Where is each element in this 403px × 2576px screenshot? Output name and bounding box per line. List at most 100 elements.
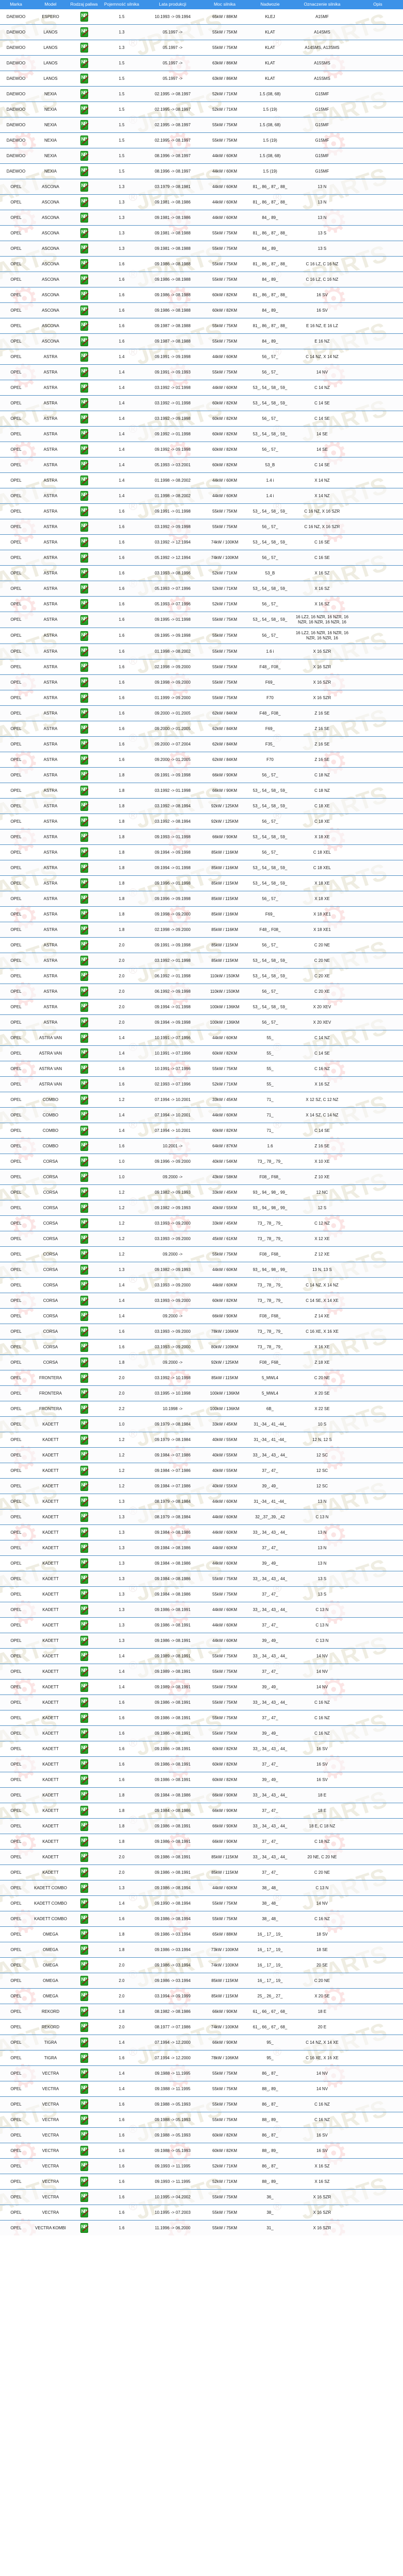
table-row[interactable]: OPEL ASTRA NB 1.6 09.2000 -> 01.2005 62kW / 8… bbox=[0, 721, 403, 737]
table-row[interactable]: OPEL ASTRA NB 1.6 09.2000 -> 07.2004 62kW / 8… bbox=[0, 736, 403, 752]
table-row[interactable]: OPEL CORSA NB 1.6 03.1993 -> 09.2000 78kW / 1… bbox=[0, 1324, 403, 1340]
table-row[interactable]: OPEL ASCONA NB 1.6 09.1986 -> 08.1988 55kW / … bbox=[0, 256, 403, 272]
table-row[interactable]: OPEL KADETT NB 2.0 09.1986 -> 08.1991 85kW / … bbox=[0, 1849, 403, 1865]
table-row[interactable]: OPEL VECTRA NB 1.4 09.1988 -> 11.1995 55kW / … bbox=[0, 2065, 403, 2081]
table-row[interactable]: OPEL ASTRA NB 1.4 01.1998 -> 08.2002 44kW / 6… bbox=[0, 488, 403, 504]
table-row[interactable]: OPEL ASTRA NB 1.6 03.1993 -> 08.1996 52kW / 7… bbox=[0, 565, 403, 581]
column-header-engine-capacity[interactable]: Pojemność silnika bbox=[99, 0, 144, 10]
table-row[interactable]: OPEL ASTRA NB 1.4 05.1993 -> 03.2001 60kW / 8… bbox=[0, 457, 403, 473]
table-row[interactable]: OPEL ASTRA NB 2.0 06.1992 -> 09.1998 110kW / … bbox=[0, 984, 403, 999]
table-row[interactable]: OPEL FRONTERA NB 2.0 03.1992 -> 10.1998 85kW … bbox=[0, 1370, 403, 1386]
table-row[interactable]: OPEL ASCONA NB 1.3 09.1981 -> 08.1986 44kW / … bbox=[0, 210, 403, 226]
table-row[interactable]: OPEL ASTRA NB 1.6 01.1999 -> 09.2000 55kW / 7… bbox=[0, 690, 403, 706]
table-row[interactable]: OPEL CORSA NB 1.4 03.1993 -> 09.2000 60kW / 8… bbox=[0, 1293, 403, 1309]
table-row[interactable]: OPEL CORSA NB 1.2 09.1982 -> 09.1993 33kW / 4… bbox=[0, 1184, 403, 1200]
table-row[interactable]: OPEL KADETT NB 1.2 09.1984 -> 07.1986 40kW / … bbox=[0, 1447, 403, 1463]
table-row[interactable]: OPEL ASTRA NB 1.8 03.1992 -> 08.1994 92kW / 1… bbox=[0, 798, 403, 814]
table-row[interactable]: DAEWOO NEXIA NB 1.5 08.1996 -> 08.1997 44kW /… bbox=[0, 163, 403, 179]
table-row[interactable]: OPEL TIGRA NB 1.6 07.1994 -> 12.2000 78kW / 1… bbox=[0, 2050, 403, 2066]
table-row[interactable]: OPEL ASCONA NB 1.3 09.1981 -> 08.1988 55kW / … bbox=[0, 225, 403, 241]
table-row[interactable]: OPEL KADETT NB 1.3 09.1984 -> 08.1986 55kW / … bbox=[0, 1571, 403, 1587]
table-row[interactable]: OPEL CORSA NB 1.4 09.2000 -> 66kW / 90KM F08_,… bbox=[0, 1308, 403, 1324]
table-row[interactable]: OPEL CORSA NB 1.2 09.1982 -> 09.1993 40kW / 5… bbox=[0, 1200, 403, 1216]
table-row[interactable]: OPEL KADETT NB 1.3 09.1984 -> 08.1986 55kW / … bbox=[0, 1586, 403, 1602]
table-row[interactable]: OPEL CORSA NB 1.8 09.2000 -> 92kW / 125KM F08_… bbox=[0, 1354, 403, 1370]
table-row[interactable]: OPEL ASTRA NB 2.0 09.1991 -> 09.1998 85kW / 1… bbox=[0, 937, 403, 953]
table-row[interactable]: OPEL ASTRA NB 1.6 09.1991 -> 01.1998 55kW / 7… bbox=[0, 503, 403, 519]
table-row[interactable]: OPEL ASTRA NB 1.4 01.1998 -> 08.2002 44kW / 6… bbox=[0, 472, 403, 488]
table-row[interactable]: OPEL ASTRA NB 1.8 09.1994 -> 01.1998 85kW / 1… bbox=[0, 860, 403, 876]
table-row[interactable]: OPEL VECTRA NB 1.6 09.1993 -> 11.1995 52kW / … bbox=[0, 2174, 403, 2190]
table-row[interactable]: OPEL COMBO NB 1.6 10.2001 -> 64kW / 87KM 1.6 Z … bbox=[0, 1138, 403, 1154]
table-row[interactable]: OPEL ASTRA NB 1.8 09.1991 -> 09.1998 66kW / 9… bbox=[0, 767, 403, 783]
column-header-production-years[interactable]: Lata produkcji bbox=[144, 0, 201, 10]
table-row[interactable]: OPEL KADETT NB 1.2 09.1984 -> 07.1986 40kW / … bbox=[0, 1463, 403, 1479]
table-row[interactable]: OPEL ASCONA NB 1.6 09.1986 -> 08.1988 60kW / … bbox=[0, 302, 403, 318]
table-row[interactable]: OPEL CORSA NB 1.2 03.1993 -> 09.2000 45kW / 6… bbox=[0, 1231, 403, 1247]
column-header-engine-power[interactable]: Moc silnika bbox=[201, 0, 248, 10]
table-row[interactable]: OPEL KADETT NB 1.6 09.1986 -> 08.1991 60kW / … bbox=[0, 1756, 403, 1772]
column-header-model[interactable]: Model bbox=[32, 0, 69, 10]
column-header-engine-code[interactable]: Oznaczenie silnika bbox=[292, 0, 352, 10]
table-row[interactable]: OPEL FRONTERA NB 2.2 10.1998 -> 100kW / 136KM… bbox=[0, 1401, 403, 1417]
table-row[interactable]: OPEL KADETT NB 1.8 09.1984 -> 08.1986 66kW / … bbox=[0, 1803, 403, 1819]
table-row[interactable]: OPEL ASCONA NB 1.6 09.1987 -> 08.1988 55kW / … bbox=[0, 333, 403, 349]
table-row[interactable]: OPEL ASTRA NB 1.8 03.1992 -> 08.1994 92kW / 1… bbox=[0, 814, 403, 829]
table-row[interactable]: OPEL OMEGA NB 2.0 09.1986 -> 03.1994 85kW / 1… bbox=[0, 1973, 403, 1989]
table-row[interactable]: OPEL CORSA NB 1.0 09.1996 -> 09.2000 40kW / 5… bbox=[0, 1154, 403, 1170]
table-row[interactable]: DAEWOO LANOS NB 1.3 05.1997 -> 55kW / 75KM KLA… bbox=[0, 40, 403, 56]
table-row[interactable]: OPEL KADETT NB 1.3 08.1979 -> 08.1984 44kW / … bbox=[0, 1494, 403, 1510]
table-row[interactable]: OPEL KADETT NB 1.3 09.1984 -> 08.1986 44kW / … bbox=[0, 1524, 403, 1540]
table-row[interactable]: OPEL VECTRA NB 1.6 10.1995 -> 07.2003 55kW / … bbox=[0, 2205, 403, 2221]
table-row[interactable]: DAEWOO LANOS NB 1.3 05.1997 -> 55kW / 75KM KLA… bbox=[0, 24, 403, 40]
table-row[interactable]: OPEL ASTRA NB 1.8 09.1996 -> 09.1998 85kW / 1… bbox=[0, 891, 403, 907]
table-row[interactable]: OPEL TIGRA NB 1.4 07.1994 -> 12.2000 66kW / 9… bbox=[0, 2035, 403, 2050]
table-row[interactable]: OPEL OMEGA NB 1.8 09.1986 -> 03.1994 73kW / 1… bbox=[0, 1942, 403, 1958]
table-row[interactable]: DAEWOO NEXIA NB 1.5 02.1995 -> 08.1997 55kW /… bbox=[0, 132, 403, 148]
table-row[interactable]: OPEL VECTRA NB 1.4 09.1988 -> 11.1995 55kW / … bbox=[0, 2081, 403, 2097]
table-row[interactable]: OPEL ASTRA NB 1.6 05.1993 -> 07.1996 52kW / 7… bbox=[0, 596, 403, 612]
table-row[interactable]: OPEL KADETT NB 1.8 09.1986 -> 08.1991 66kW / … bbox=[0, 1818, 403, 1834]
table-row[interactable]: OPEL ASTRA NB 1.8 09.1998 -> 09.2000 85kW / 1… bbox=[0, 906, 403, 922]
table-row[interactable]: OPEL ASTRA NB 1.6 03.1992 -> 12.1994 74kW / 1… bbox=[0, 534, 403, 550]
table-row[interactable]: OPEL KADETT NB 1.2 09.1984 -> 07.1986 40kW / … bbox=[0, 1478, 403, 1494]
table-row[interactable]: OPEL ASTRA NB 1.6 02.1998 -> 09.2000 55kW / 7… bbox=[0, 659, 403, 675]
table-row[interactable]: OPEL CORSA NB 1.2 09.2000 -> 55kW / 75KM F08_,… bbox=[0, 1246, 403, 1262]
table-row[interactable]: OPEL ASCONA NB 1.6 09.1986 -> 08.1988 60kW / … bbox=[0, 287, 403, 303]
table-row[interactable]: OPEL KADETT NB 1.6 09.1986 -> 08.1991 55kW / … bbox=[0, 1694, 403, 1710]
table-row[interactable]: OPEL ASTRA NB 1.4 09.1991 -> 09.1998 44kW / 6… bbox=[0, 349, 403, 365]
table-row[interactable]: OPEL ASCONA NB 1.6 09.1987 -> 08.1988 55kW / … bbox=[0, 318, 403, 334]
table-row[interactable]: OPEL CORSA NB 1.4 03.1993 -> 09.2000 44kW / 6… bbox=[0, 1277, 403, 1293]
table-row[interactable]: OPEL ASTRA NB 1.6 09.2000 -> 01.2005 62kW / 8… bbox=[0, 752, 403, 768]
table-row[interactable]: OPEL KADETT NB 1.3 09.1986 -> 08.1991 44kW / … bbox=[0, 1617, 403, 1633]
table-row[interactable]: OPEL ASTRA NB 1.6 09.1998 -> 09.2000 55kW / 7… bbox=[0, 674, 403, 690]
table-row[interactable]: OPEL VECTRA NB 1.6 09.1988 -> 05.1993 60kW / … bbox=[0, 2143, 403, 2159]
table-row[interactable]: OPEL CORSA NB 1.6 03.1993 -> 09.2000 80kW / 1… bbox=[0, 1339, 403, 1355]
table-row[interactable]: OPEL ASTRA NB 1.8 09.1996 -> 01.1998 85kW / 1… bbox=[0, 875, 403, 891]
table-row[interactable]: OPEL KADETT NB 1.6 09.1986 -> 08.1991 60kW / … bbox=[0, 1772, 403, 1788]
table-row[interactable]: OPEL KADETT NB 1.6 09.1986 -> 08.1991 55kW / … bbox=[0, 1710, 403, 1726]
table-row[interactable]: OPEL KADETT NB 1.6 09.1986 -> 08.1991 55kW / … bbox=[0, 1725, 403, 1741]
table-row[interactable]: OPEL ASTRA NB 1.6 05.1993 -> 07.1996 52kW / 7… bbox=[0, 581, 403, 597]
table-row[interactable]: OPEL ASTRA NB 1.4 09.1992 -> 01.1998 60kW / 8… bbox=[0, 426, 403, 442]
table-row[interactable]: OPEL ASCONA NB 1.3 09.1981 -> 08.1986 44kW / … bbox=[0, 194, 403, 210]
table-row[interactable]: OPEL CORSA NB 1.3 09.1982 -> 09.1993 44kW / 6… bbox=[0, 1262, 403, 1278]
table-row[interactable]: OPEL ASCONA NB 1.6 09.1986 -> 08.1988 55kW / … bbox=[0, 272, 403, 287]
table-row[interactable]: OPEL ASTRA VAN NB 1.4 10.1991 -> 07.1996 44kW… bbox=[0, 1030, 403, 1046]
table-row[interactable]: DAEWOO LANOS NB 1.5 05.1997 -> 63kW / 86KM KLA… bbox=[0, 71, 403, 87]
table-row[interactable]: OPEL VECTRA NB 1.6 09.1988 -> 05.1993 60kW / … bbox=[0, 2127, 403, 2143]
table-row[interactable]: OPEL ASTRA NB 1.4 03.1992 -> 09.1998 60kW / 8… bbox=[0, 411, 403, 427]
table-row[interactable]: OPEL ASCONA NB 1.3 03.1979 -> 08.1981 44kW / … bbox=[0, 179, 403, 195]
table-row[interactable]: OPEL KADETT NB 1.8 09.1986 -> 08.1991 66kW / … bbox=[0, 1834, 403, 1850]
table-row[interactable]: OPEL ASTRA NB 1.4 03.1992 -> 01.1998 60kW / 8… bbox=[0, 395, 403, 411]
table-row[interactable]: OPEL ASTRA NB 1.8 09.1993 -> 01.1998 66kW / 9… bbox=[0, 829, 403, 845]
table-row[interactable]: OPEL FRONTERA NB 2.0 03.1995 -> 10.1998 100kW… bbox=[0, 1385, 403, 1401]
table-row[interactable]: OPEL KADETT COMBO NB 1.6 09.1986 -> 08.1994 5… bbox=[0, 1911, 403, 1927]
table-row[interactable]: OPEL ASTRA NB 2.0 06.1992 -> 01.1998 110kW / … bbox=[0, 968, 403, 984]
table-row[interactable]: OPEL ASTRA NB 1.4 09.1992 -> 09.1998 60kW / 8… bbox=[0, 442, 403, 457]
table-row[interactable]: DAEWOO NEXIA NB 1.5 02.1995 -> 08.1997 55kW /… bbox=[0, 117, 403, 133]
table-row[interactable]: DAEWOO ESPERO NB 1.5 10.1993 -> 09.1994 65kW … bbox=[0, 9, 403, 25]
table-row[interactable]: OPEL ASTRA NB 1.6 09.1995 -> 09.1998 55kW / 7… bbox=[0, 628, 403, 644]
table-row[interactable]: OPEL ASTRA NB 1.4 03.1992 -> 01.1998 44kW / 6… bbox=[0, 380, 403, 396]
table-row[interactable]: OPEL KADETT NB 1.4 09.1989 -> 08.1991 55kW / … bbox=[0, 1648, 403, 1664]
